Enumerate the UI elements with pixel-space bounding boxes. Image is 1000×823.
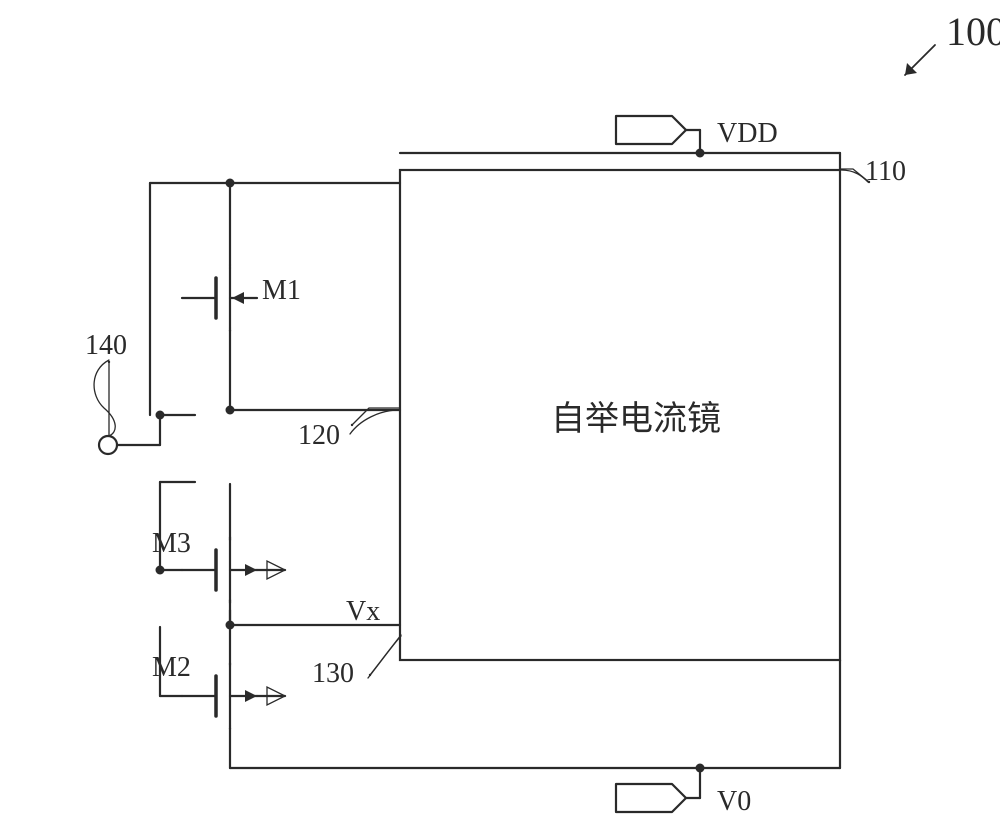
label-110: 110 [865,156,906,188]
label-vx: Vx [346,596,380,628]
figure-ref-100: 100 [946,8,1000,55]
label-120: 120 [298,420,340,452]
label-m3: M3 [152,528,191,560]
label-m1: M1 [262,275,301,307]
circuit-diagram: 自举电流镜 [0,0,1000,823]
label-vdd: VDD [717,118,778,150]
svg-text:自举电流镜: 自举电流镜 [551,400,721,438]
label-130: 130 [312,658,354,690]
label-v0: V0 [717,786,751,818]
label-m2: M2 [152,652,191,684]
label-140: 140 [85,330,127,362]
